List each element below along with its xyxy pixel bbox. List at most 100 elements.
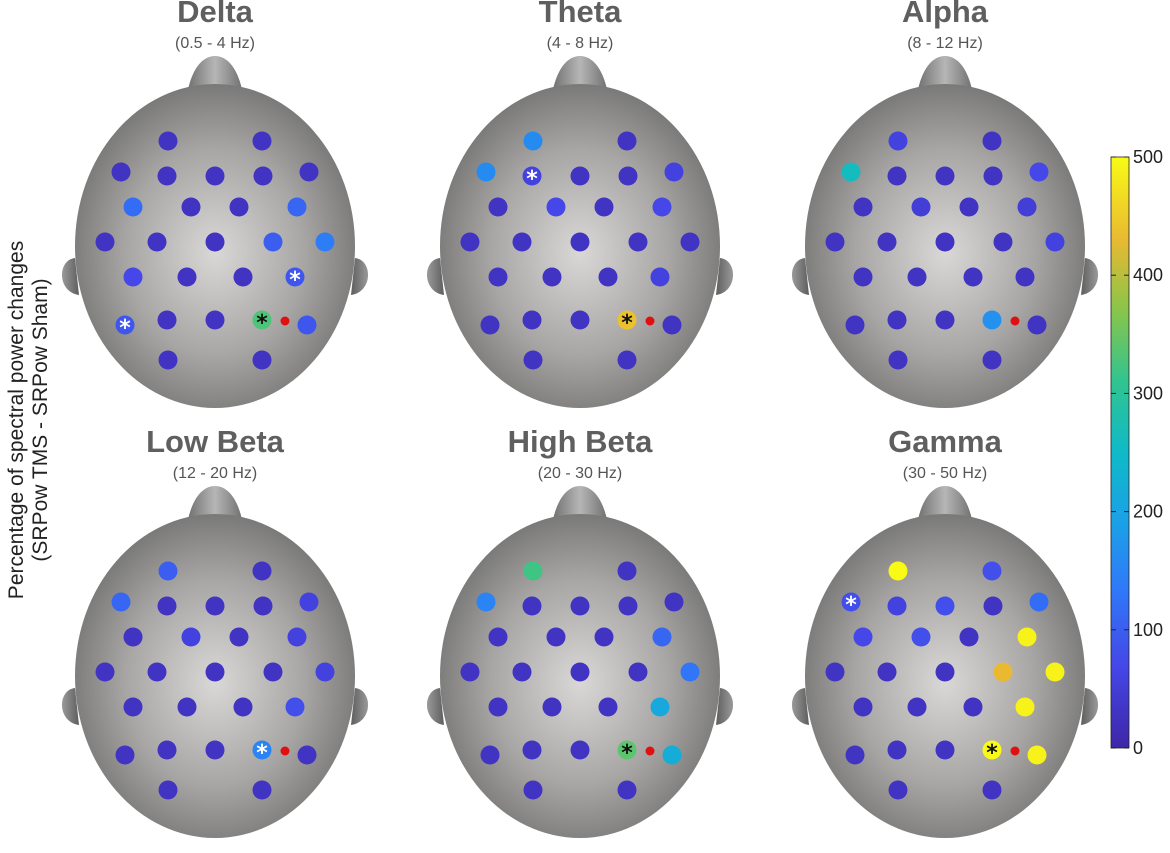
electrode [158, 131, 178, 151]
electrode [233, 267, 253, 287]
electrode [570, 232, 590, 252]
electrode [285, 267, 305, 287]
electrode [157, 166, 177, 186]
electrode [205, 662, 225, 682]
band-range: (0.5 - 4 Hz) [175, 35, 255, 52]
electrode [263, 662, 283, 682]
electrode [157, 310, 177, 330]
electrode [512, 232, 532, 252]
band-range: (20 - 30 Hz) [538, 465, 622, 482]
electrode [205, 596, 225, 616]
electrode [480, 745, 500, 765]
electrode [617, 780, 637, 800]
band-range: (4 - 8 Hz) [547, 35, 614, 52]
electrode [664, 162, 684, 182]
electrode [233, 697, 253, 717]
electrode [205, 310, 225, 330]
electrode [963, 697, 983, 717]
electrode [299, 592, 319, 612]
significance-star: * [119, 316, 131, 341]
electrode [982, 131, 1002, 151]
stimulation-site-marker [645, 316, 655, 326]
electrode [982, 740, 1002, 760]
panel-alpha: Alpha (8 - 12 Hz) [791, 0, 1099, 408]
band-range: (12 - 20 Hz) [173, 465, 257, 482]
electrode [935, 232, 955, 252]
electrode [546, 197, 566, 217]
band-title: High Beta [508, 424, 653, 459]
y-axis-label-line2: (SRPow TMS - SRPow Sham) [29, 278, 52, 561]
electrode [652, 627, 672, 647]
electrode [460, 662, 480, 682]
electrode [1045, 232, 1065, 252]
electrode [123, 197, 143, 217]
electrode [877, 232, 897, 252]
electrode [570, 596, 590, 616]
electrode [158, 561, 178, 581]
electrode [252, 561, 272, 581]
panel-theta: Theta (4 - 8 Hz) * * [426, 0, 734, 408]
electrode [888, 561, 908, 581]
electrode [982, 561, 1002, 581]
electrode [253, 596, 273, 616]
colorbar-ticks: 0 100 200 300 400 500 [1111, 147, 1163, 758]
electrode [617, 740, 637, 760]
stimulation-site-marker [1010, 746, 1020, 756]
electrode [1045, 662, 1065, 682]
electrode [252, 310, 272, 330]
electrode [287, 627, 307, 647]
electrode [662, 315, 682, 335]
electrode [285, 697, 305, 717]
electrode [252, 350, 272, 370]
electrode [618, 166, 638, 186]
electrode [157, 740, 177, 760]
electrode [297, 315, 317, 335]
electrode [983, 596, 1003, 616]
band-range: (8 - 12 Hz) [907, 35, 983, 52]
electrode [887, 310, 907, 330]
electrode [488, 267, 508, 287]
electrode [1027, 745, 1047, 765]
panel-delta: Delta (0.5 - 4 Hz) * * * [61, 0, 369, 408]
electrode [628, 232, 648, 252]
electrode [1015, 697, 1035, 717]
band-title: Gamma [888, 424, 1002, 459]
electrode [570, 740, 590, 760]
electrode [959, 627, 979, 647]
electrode [1027, 315, 1047, 335]
electrode [570, 662, 590, 682]
electrode [177, 697, 197, 717]
right-ear [351, 258, 369, 295]
electrode [177, 267, 197, 287]
electrode [888, 350, 908, 370]
electrode [476, 162, 496, 182]
significance-star: * [526, 167, 538, 192]
electrode [158, 350, 178, 370]
electrode [853, 267, 873, 287]
electrode [935, 740, 955, 760]
significance-star: * [986, 741, 998, 766]
colorbar-tick-label: 200 [1133, 502, 1163, 522]
electrode [523, 131, 543, 151]
electrode [617, 310, 637, 330]
electrode [253, 166, 273, 186]
right-ear [716, 688, 734, 725]
electrode [315, 232, 335, 252]
electrode [853, 197, 873, 217]
band-title: Low Beta [146, 424, 285, 459]
left-ear [426, 688, 444, 725]
electrode [570, 310, 590, 330]
electrode [617, 561, 637, 581]
electrode [935, 310, 955, 330]
electrode [935, 166, 955, 186]
electrode [480, 315, 500, 335]
electrode [887, 166, 907, 186]
electrode [488, 697, 508, 717]
colorbar-gradient [1110, 156, 1130, 749]
panel-low-beta: Low Beta (12 - 20 Hz) * [61, 424, 369, 838]
electrode [628, 662, 648, 682]
electrode [598, 267, 618, 287]
stimulation-site-marker [645, 746, 655, 756]
electrode [1029, 162, 1049, 182]
band-range: (30 - 50 Hz) [903, 465, 987, 482]
